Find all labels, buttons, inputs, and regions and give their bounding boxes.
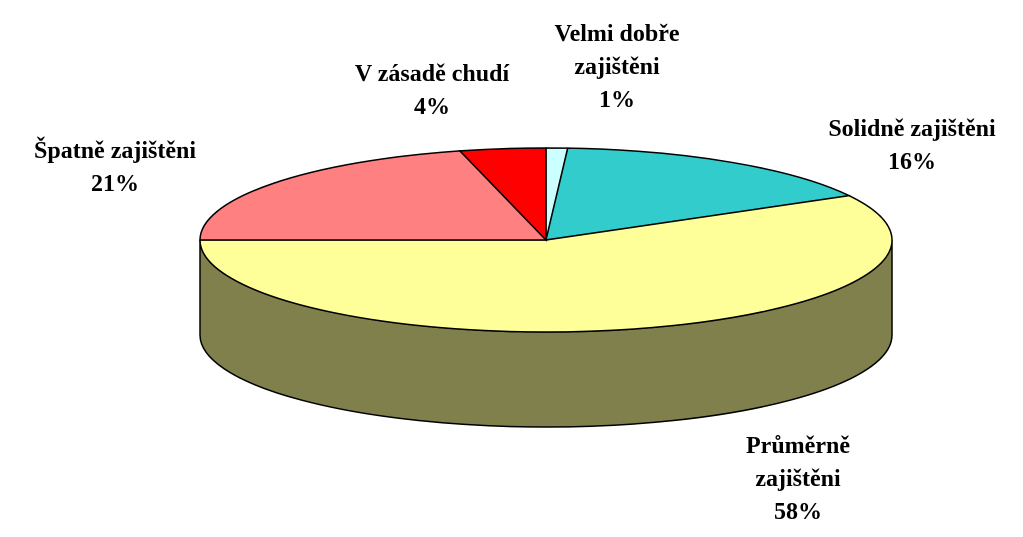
pie-slice (458, 147, 547, 242)
pie-slice (199, 150, 548, 241)
slice-value: 58% (774, 499, 822, 525)
slice-label: Solidně zajištěni 16% (792, 113, 1023, 179)
slice-label: Průměrně zajištěni 58% (718, 430, 878, 529)
slice-value: 4% (414, 94, 450, 120)
slice-name: V zásadě chudí (354, 61, 510, 87)
slice-value: 1% (599, 87, 635, 113)
slice-name: Průměrně zajištěni (746, 433, 850, 492)
slice-label: Velmi dobře zajištěni 1% (542, 18, 692, 117)
slice-name: Solidně zajištěni (828, 116, 996, 142)
pie-slice (199, 194, 893, 333)
slice-label: V zásadě chudí 4% (312, 58, 552, 124)
pie-slice (545, 147, 852, 241)
slice-name: Špatně zajištěni (34, 138, 196, 164)
slice-value: 21% (91, 171, 139, 197)
slice-label: Špatně zajištěni 21% (0, 135, 235, 201)
slice-value: 16% (888, 149, 936, 175)
slice-name: Velmi dobře zajištěni (554, 21, 680, 80)
